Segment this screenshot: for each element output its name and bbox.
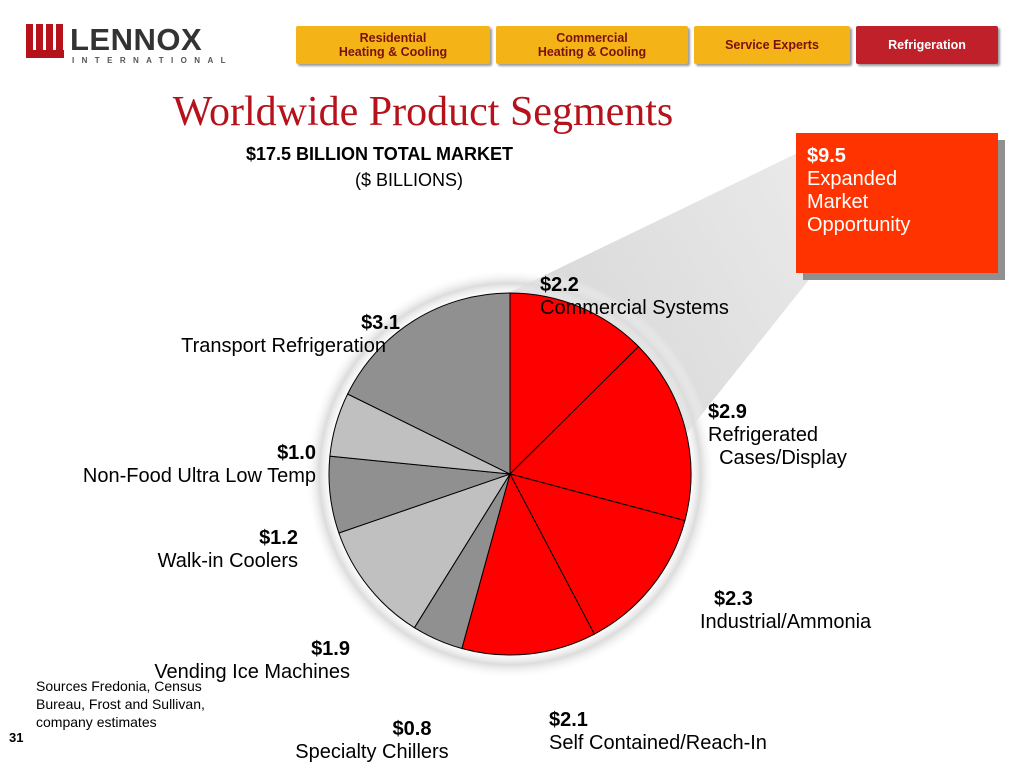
name-non-food-ultra-low: Non-Food Ultra Low Temp bbox=[82, 465, 316, 487]
nav-commercial-label: Commercial Heating & Cooling bbox=[537, 31, 647, 59]
chart-subtitle: $17.5 BILLION TOTAL MARKET bbox=[246, 144, 514, 164]
name-industrial-ammonia: Industrial/Ammonia bbox=[700, 611, 872, 633]
value-transport-refrigeration: $3.1 bbox=[361, 312, 400, 334]
nav-refrigeration-label: Refrigeration bbox=[888, 38, 966, 52]
callout-line-1: Expanded bbox=[807, 168, 898, 190]
callout-value: $9.5 bbox=[807, 145, 846, 167]
name-self-contained: Self Contained/Reach-In bbox=[549, 732, 767, 754]
sources-note: Sources Fredonia, Census Bureau, Frost a… bbox=[36, 678, 205, 730]
pie-slice-self-contained-reach-in bbox=[461, 472, 596, 656]
page-title: Worldwide Product Segments bbox=[172, 89, 674, 135]
label-specialty-chillers: $0.8 Specialty Chillers bbox=[275, 672, 469, 764]
lennox-mark-icon bbox=[26, 24, 64, 58]
label-commercial-systems: $2.2 Commercial Systems bbox=[540, 228, 729, 320]
label-walk-in-coolers: $1.2 Walk-in Coolers bbox=[100, 481, 298, 573]
value-commercial-systems: $2.2 bbox=[540, 274, 579, 296]
nav-refrigeration[interactable]: Refrigeration bbox=[856, 26, 998, 64]
callout-line-3: Opportunity bbox=[807, 214, 911, 236]
chart-unit-label: ($ BILLIONS) bbox=[355, 170, 464, 190]
nav-service-experts[interactable]: Service Experts bbox=[694, 26, 850, 64]
pie-slice-commercial-systems bbox=[509, 292, 640, 476]
name-walk-in-coolers: Walk-in Coolers bbox=[157, 550, 298, 572]
value-refrigerated-cases: $2.9 bbox=[708, 401, 747, 423]
pie-slice-vending-ice-machines bbox=[338, 473, 512, 629]
label-non-food-ultra-low: $1.0 Non-Food Ultra Low Temp bbox=[18, 396, 316, 488]
label-self-contained: $2.1 Self Contained/Reach-In bbox=[549, 663, 767, 755]
name-vending-ice: Vending Ice Machines bbox=[154, 661, 350, 683]
label-refrigerated-cases: $2.9 Refrigerated Cases/Display bbox=[708, 355, 847, 470]
name-refrigerated-cases: Refrigerated Cases/Display bbox=[708, 424, 847, 469]
label-transport-refrigeration: $3.1 Transport Refrigeration bbox=[126, 266, 400, 358]
value-walk-in-coolers: $1.2 bbox=[259, 527, 298, 549]
nav-commercial[interactable]: Commercial Heating & Cooling bbox=[496, 26, 688, 64]
expanded-market-callout: $9.5 Expanded Market Opportunity bbox=[796, 133, 998, 273]
name-transport-refrigeration: Transport Refrigeration bbox=[181, 335, 386, 357]
value-non-food-ultra-low: $1.0 bbox=[277, 442, 316, 464]
name-specialty-chillers: Specialty Chillers bbox=[295, 741, 449, 763]
nav-service-experts-label: Service Experts bbox=[725, 38, 819, 52]
label-vending-ice: $1.9 Vending Ice Machines bbox=[100, 592, 350, 684]
label-industrial-ammonia: $2.3 Industrial/Ammonia bbox=[700, 542, 871, 634]
value-self-contained: $2.1 bbox=[549, 709, 588, 731]
value-vending-ice: $1.9 bbox=[311, 638, 350, 660]
value-specialty-chillers: $0.8 bbox=[392, 718, 432, 740]
name-commercial-systems: Commercial Systems bbox=[540, 297, 729, 319]
pie-slice-transport-refrigeration bbox=[346, 292, 511, 475]
lennox-logo: LENNOX INTERNATIONAL bbox=[26, 22, 226, 68]
pie-slice-industrial-ammonia bbox=[509, 473, 686, 635]
logo-subtitle: INTERNATIONAL bbox=[72, 56, 233, 65]
callout-line-2: Market bbox=[807, 191, 869, 213]
pie-slice-refrigerated-cases-display bbox=[509, 345, 692, 522]
nav-residential-label: Residential Heating & Cooling bbox=[338, 31, 448, 59]
nav-residential[interactable]: Residential Heating & Cooling bbox=[296, 26, 490, 64]
page-number: 31 bbox=[9, 730, 24, 745]
logo-wordmark: LENNOX bbox=[70, 22, 203, 57]
value-industrial-ammonia: $2.3 bbox=[714, 588, 753, 610]
